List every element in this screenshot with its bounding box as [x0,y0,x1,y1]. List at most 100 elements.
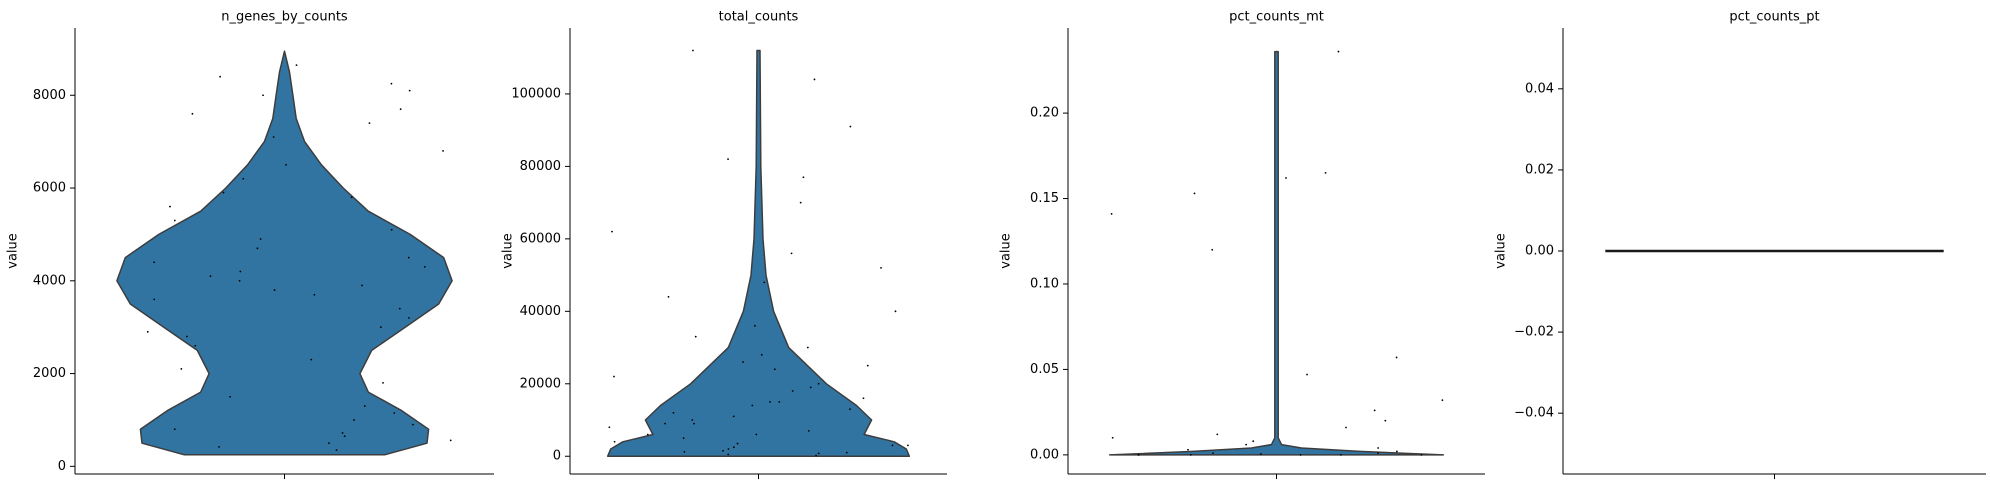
data-point [790,252,793,255]
data-point [1420,453,1423,456]
data-point [1245,443,1248,446]
data-point [408,89,411,92]
data-point [1285,177,1287,179]
data-point [209,275,212,278]
data-point [807,429,810,432]
data-point [1216,433,1219,436]
data-point [667,295,670,298]
data-point [692,49,694,52]
data-point [408,317,410,319]
data-point [1395,356,1398,359]
data-point [1211,248,1214,251]
data-point [727,453,730,456]
data-point [815,454,817,457]
violin [116,50,453,456]
y-tick-label: 4000 [33,273,66,288]
data-point [361,284,363,287]
violin [1108,50,1445,456]
data-point [866,364,869,367]
data-point [191,112,194,115]
data-point [219,75,221,78]
data-point [335,449,338,452]
data-point [412,423,414,426]
data-point [313,293,316,296]
data-point [363,405,366,407]
data-point [1137,453,1140,456]
data-point [194,344,197,347]
data-point [222,191,225,194]
data-point [1306,373,1308,376]
data-point [664,422,666,425]
data-point [382,381,384,384]
data-point [1259,453,1262,455]
data-point [691,419,694,421]
data-point [218,445,220,448]
chart-title: pct_counts_pt [1729,10,1819,25]
data-point [732,446,735,449]
data-point [1110,213,1113,215]
data-point [1384,419,1387,422]
data-point [753,324,756,327]
y-tick-label: 60000 [520,231,561,246]
data-point [845,451,848,454]
data-point [763,281,766,284]
data-point [672,411,675,414]
data-point [791,390,794,392]
y-tick-label: 0.05 [1030,362,1059,377]
y-tick-label: 0.00 [1030,447,1059,462]
chart-title: n_genes_by_counts [221,10,348,25]
data-point [343,435,346,438]
data-point [1395,450,1398,453]
chart-title: pct_counts_mt [1229,10,1324,25]
data-point [256,247,259,250]
data-point [423,265,426,268]
data-point [736,442,739,445]
data-point [1299,453,1302,456]
y-axis-label: value [1494,233,1509,269]
data-point [894,310,897,313]
data-point [238,279,241,282]
data-point [272,136,275,138]
y-tick-label: 0.10 [1030,276,1059,291]
data-point [153,298,156,301]
data-point [229,395,232,398]
data-point [173,428,176,431]
y-tick-label: −0.04 [1514,406,1554,421]
data-point [813,78,816,81]
data-point [239,270,242,273]
data-point [295,64,298,67]
data-point [390,228,393,231]
y-tick-label: 20000 [520,376,561,391]
data-point [169,205,171,208]
y-tick-label: 40000 [520,304,561,319]
data-point [683,450,686,453]
data-point [390,82,393,85]
y-tick-label: 80000 [520,159,561,174]
data-point [773,368,776,371]
data-point [1339,453,1342,456]
data-point [273,289,276,291]
data-point [732,415,735,418]
y-tick-label: 0.15 [1030,191,1059,206]
y-tick-label: 0 [553,449,561,464]
data-point [1345,426,1347,429]
data-point [398,307,401,310]
data-point [802,176,805,179]
data-point [1111,436,1114,439]
data-point [1187,448,1189,451]
data-point [907,444,909,447]
data-point [727,448,730,450]
data-point [341,432,344,434]
data-point [849,125,852,128]
data-point [262,94,264,97]
data-point [849,408,851,411]
data-point [611,230,613,233]
data-point [442,150,444,152]
data-point [1337,50,1340,53]
data-point [608,426,611,429]
data-point [769,401,771,403]
data-point [180,368,183,370]
data-point [379,326,382,329]
data-point [742,361,744,363]
